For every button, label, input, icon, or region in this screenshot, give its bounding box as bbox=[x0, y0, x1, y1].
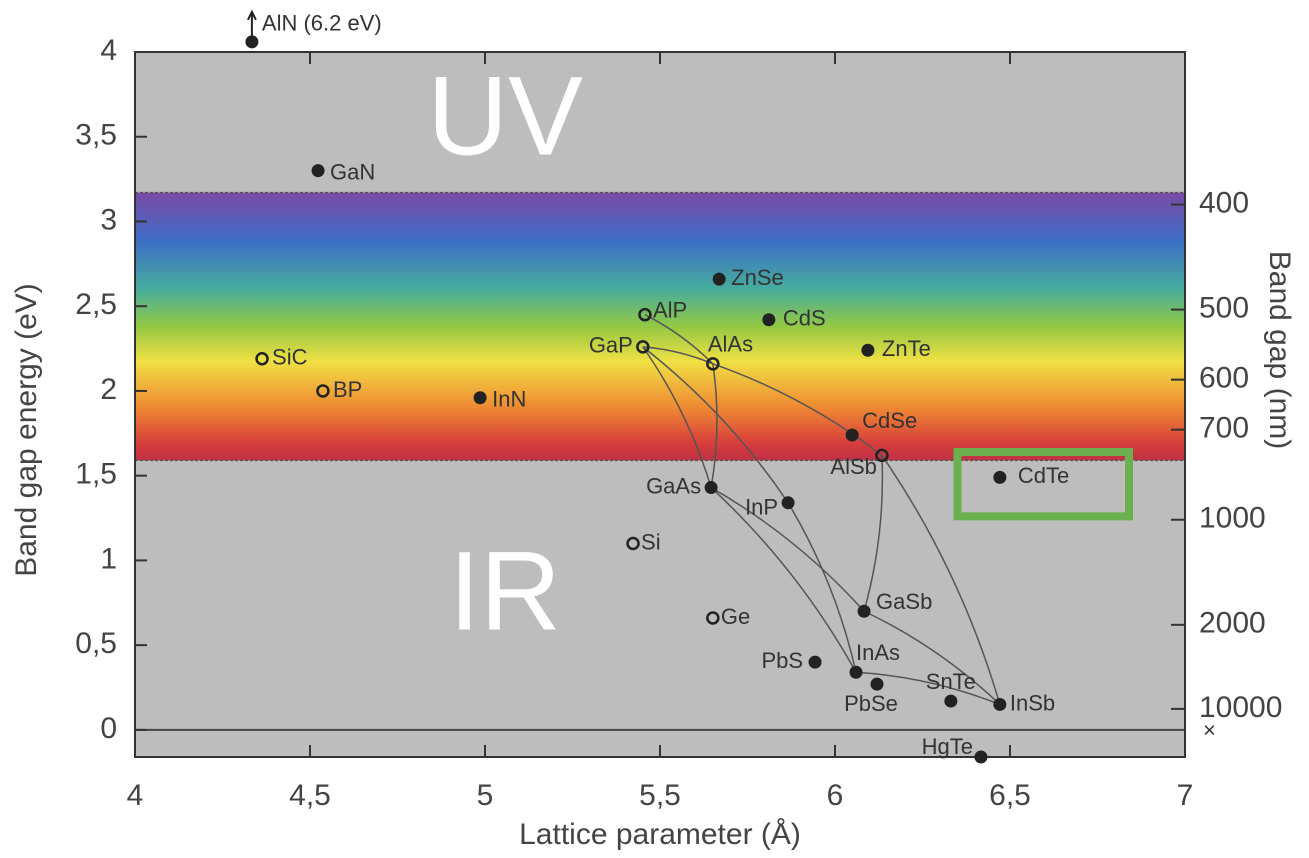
data-point bbox=[845, 428, 859, 442]
point-label: InAs bbox=[856, 640, 900, 665]
data-point bbox=[706, 357, 720, 371]
point-label: Ge bbox=[721, 604, 750, 629]
data-point bbox=[870, 677, 884, 691]
data-point bbox=[245, 35, 259, 49]
point-label: ZnTe bbox=[882, 336, 931, 361]
y2-tick-label: 1000 bbox=[1199, 502, 1266, 535]
data-point bbox=[857, 604, 871, 618]
y-tick-label: 2 bbox=[100, 373, 117, 406]
tie-line bbox=[642, 346, 712, 488]
point-label: GaN bbox=[330, 159, 375, 184]
point-label: GaAs bbox=[646, 473, 701, 498]
y2-infinity-mark: × bbox=[1203, 718, 1216, 743]
point-label: AlAs bbox=[708, 332, 753, 357]
data-point bbox=[993, 470, 1007, 484]
y-tick-label: 3,5 bbox=[75, 119, 117, 152]
point-label: GaP bbox=[589, 333, 633, 358]
region-label: UV bbox=[427, 54, 583, 179]
point-label: InP bbox=[745, 495, 778, 520]
point-label: PbS bbox=[761, 648, 803, 673]
tie-line bbox=[863, 455, 884, 612]
point-label: GaSb bbox=[876, 589, 932, 614]
point-label: CdS bbox=[783, 306, 826, 331]
point-label: InSb bbox=[1010, 690, 1055, 715]
y2-tick-label: 2000 bbox=[1199, 607, 1266, 640]
data-point bbox=[849, 665, 863, 679]
y-tick-label: 1,5 bbox=[75, 458, 117, 491]
point-label: ZnSe bbox=[731, 265, 784, 290]
y-tick-label: 1 bbox=[100, 542, 117, 575]
tie-line bbox=[710, 486, 865, 612]
data-point bbox=[316, 384, 330, 398]
tie-line bbox=[642, 346, 789, 504]
data-point bbox=[311, 164, 325, 178]
point-label: CdSe bbox=[862, 408, 917, 433]
y-axis-title: Band gap energy (eV) bbox=[10, 283, 43, 577]
data-point bbox=[626, 536, 640, 551]
data-point bbox=[255, 351, 269, 366]
point-label: AlN (6.2 eV) bbox=[262, 11, 382, 36]
data-point bbox=[712, 272, 726, 286]
x-tick-label: 4,5 bbox=[289, 779, 331, 812]
data-point bbox=[875, 448, 889, 463]
tie-line bbox=[881, 454, 1001, 705]
y2-tick-label: 700 bbox=[1199, 412, 1249, 445]
y-tick-label: 0 bbox=[100, 712, 117, 745]
y2-axis-title: Band gap (nm) bbox=[1263, 251, 1296, 449]
data-point bbox=[808, 655, 822, 669]
data-point bbox=[638, 307, 652, 322]
x-tick-label: 5,5 bbox=[639, 779, 681, 812]
point-label: CdTe bbox=[1018, 463, 1069, 488]
x-tick-label: 6,5 bbox=[989, 779, 1031, 812]
tie-line bbox=[855, 671, 1001, 706]
data-point bbox=[974, 750, 988, 764]
tie-line bbox=[787, 502, 857, 673]
x-axis-title: Lattice parameter (Å) bbox=[519, 818, 801, 851]
y2-tick-label: 500 bbox=[1199, 292, 1249, 325]
data-point bbox=[706, 611, 720, 625]
region-label: IR bbox=[449, 529, 561, 654]
tie-line bbox=[863, 610, 1001, 706]
data-point bbox=[704, 481, 718, 495]
point-label: BP bbox=[333, 377, 362, 402]
data-point bbox=[636, 340, 650, 354]
y-tick-label: 2,5 bbox=[75, 288, 117, 321]
point-label: InN bbox=[492, 387, 526, 412]
y-tick-label: 3 bbox=[100, 203, 117, 236]
data-point bbox=[762, 313, 776, 327]
tie-line bbox=[644, 314, 714, 365]
y-tick-label: 4 bbox=[100, 34, 117, 67]
tie-line bbox=[710, 486, 857, 673]
highlight-box bbox=[953, 447, 1133, 521]
x-tick-label: 6 bbox=[827, 779, 844, 812]
point-label: AlP bbox=[653, 297, 687, 322]
y-tick-label: 0,5 bbox=[75, 627, 117, 660]
point-label: Si bbox=[641, 529, 661, 554]
point-label: HgTe bbox=[922, 734, 973, 759]
visible-band bbox=[135, 192, 1185, 461]
point-label: SiC bbox=[272, 345, 308, 370]
plot-frame bbox=[134, 51, 1186, 758]
y2-tick-label: 10000 bbox=[1199, 691, 1282, 724]
data-point bbox=[993, 697, 1007, 711]
x-tick-label: 5 bbox=[477, 779, 494, 812]
data-point bbox=[944, 694, 958, 708]
point-label: AlSb bbox=[830, 454, 876, 479]
data-point bbox=[473, 391, 487, 405]
point-label: SnTe bbox=[926, 669, 976, 694]
data-point bbox=[861, 343, 875, 357]
x-tick-label: 7 bbox=[1177, 779, 1194, 812]
tie-line bbox=[712, 363, 883, 456]
data-point bbox=[781, 496, 795, 510]
tie-line bbox=[710, 363, 718, 488]
y2-tick-label: 600 bbox=[1199, 362, 1249, 395]
x-tick-label: 4 bbox=[127, 779, 144, 812]
point-label: PbSe bbox=[844, 691, 898, 716]
y2-tick-label: 400 bbox=[1199, 186, 1249, 219]
